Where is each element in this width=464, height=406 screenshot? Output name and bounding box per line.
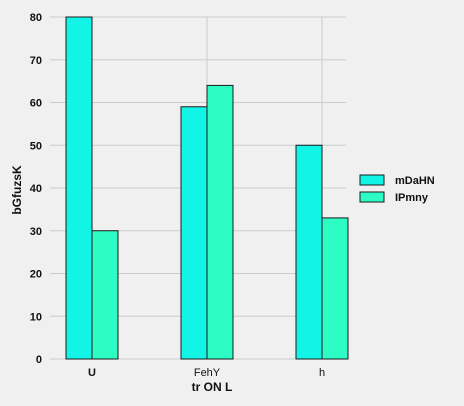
- y-tick-label: 40: [30, 183, 42, 195]
- x-tick-label: h: [319, 367, 325, 379]
- bar-mDaHN-U: [66, 17, 92, 359]
- x-tick-label: FehY: [194, 367, 221, 379]
- bar-IPmny-h: [322, 218, 348, 359]
- y-tick-labels: 0 10 20 30 40 50 60 70 80: [30, 12, 42, 366]
- bar-mDaHN-h: [296, 145, 322, 359]
- legend-label: mDaHN: [395, 175, 435, 187]
- y-tick-label: 80: [30, 12, 42, 24]
- x-tick-label: U: [88, 367, 96, 379]
- y-tick-label: 20: [30, 269, 42, 281]
- x-tick-labels: U FehY h: [88, 367, 325, 379]
- legend: mDaHN IPmny: [360, 175, 435, 204]
- y-tick-label: 30: [30, 226, 42, 238]
- x-axis-title: tr ON L: [192, 380, 233, 394]
- y-tick-label: 60: [30, 98, 42, 110]
- legend-swatch: [360, 175, 384, 185]
- bar-IPmny-U: [92, 231, 118, 359]
- y-axis-title: bGfuzsK: [10, 165, 24, 215]
- y-tick-label: 10: [30, 311, 42, 323]
- y-tick-label: 0: [36, 354, 42, 366]
- y-tick-label: 50: [30, 140, 42, 152]
- legend-label: IPmny: [395, 192, 429, 204]
- y-tick-label: 70: [30, 55, 42, 67]
- bar-mDaHN-FehY: [181, 107, 207, 359]
- legend-swatch: [360, 192, 384, 202]
- bar-IPmny-FehY: [207, 85, 233, 359]
